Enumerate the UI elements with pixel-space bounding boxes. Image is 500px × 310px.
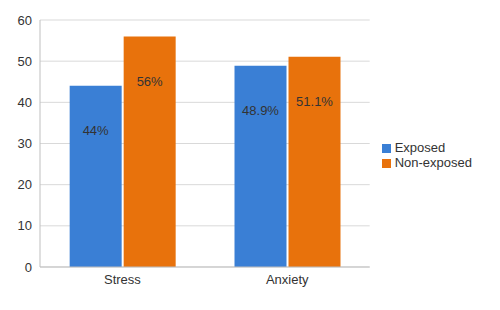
svg-text:48.9%: 48.9%	[242, 103, 279, 118]
svg-text:60: 60	[18, 13, 32, 28]
svg-text:40: 40	[18, 95, 32, 110]
svg-text:20: 20	[18, 177, 32, 192]
svg-text:44%: 44%	[83, 123, 109, 138]
svg-text:Anxiety: Anxiety	[266, 272, 309, 287]
svg-text:Stress: Stress	[104, 272, 141, 287]
svg-text:30: 30	[18, 136, 32, 151]
svg-text:51.1%: 51.1%	[296, 94, 333, 109]
svg-text:50: 50	[18, 54, 32, 69]
html-text:Non-exposed: Non-exposed	[394, 155, 472, 170]
svg-text:0: 0	[25, 260, 32, 275]
svg-text:10: 10	[18, 218, 32, 233]
svg-text:56%: 56%	[137, 74, 163, 89]
html-text:Exposed: Exposed	[394, 140, 446, 155]
